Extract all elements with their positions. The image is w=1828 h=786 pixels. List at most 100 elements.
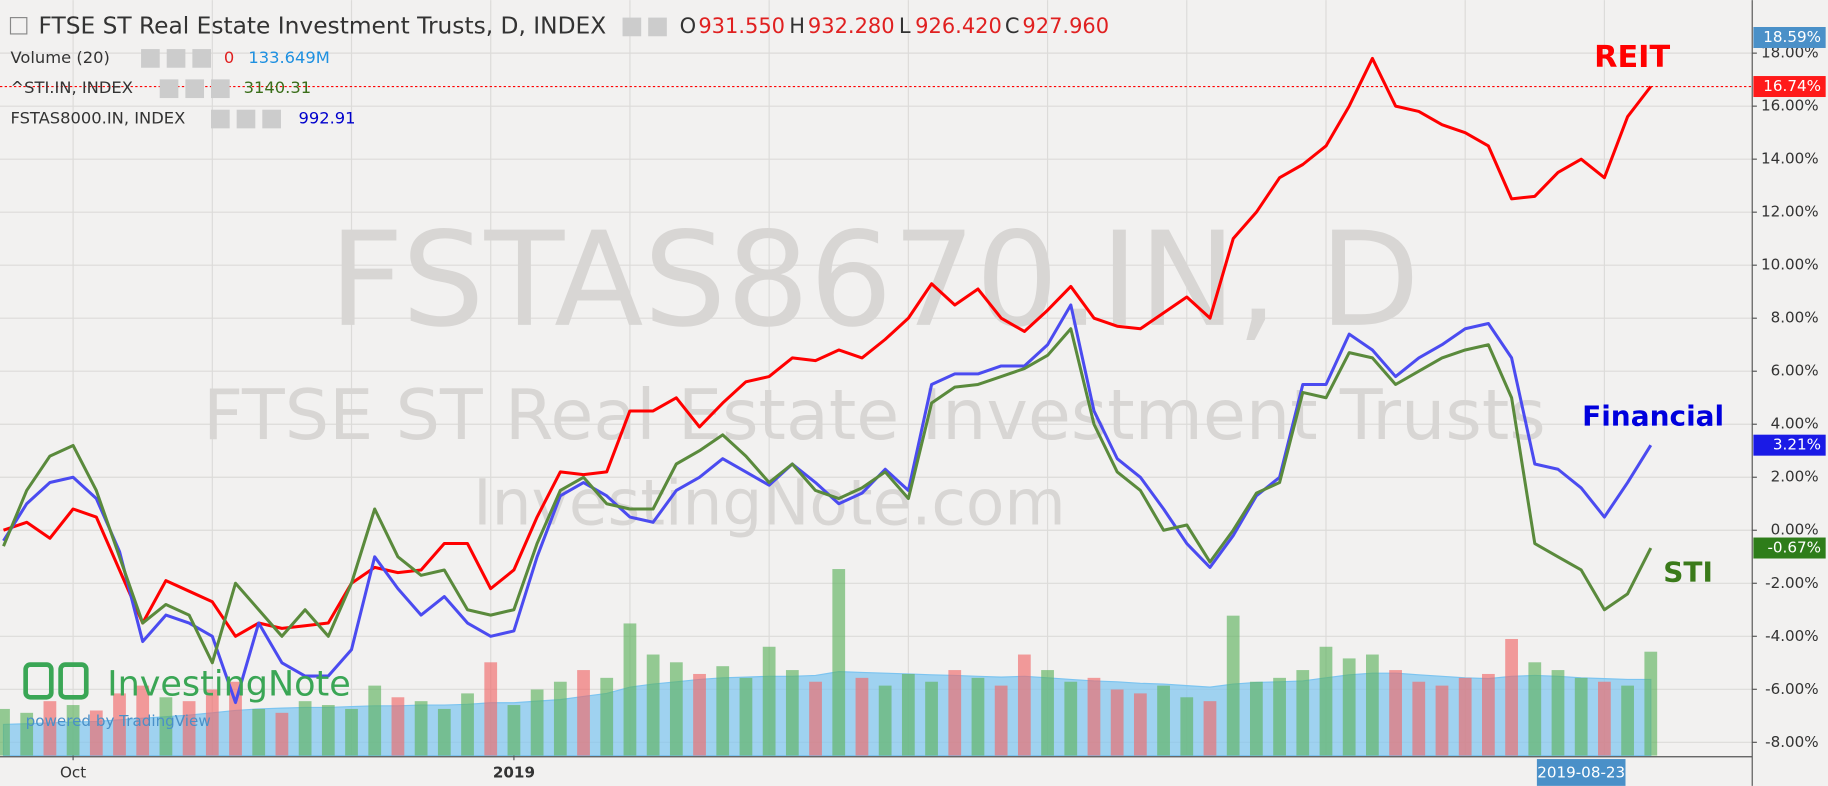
legend-value: 992.91 — [298, 109, 355, 128]
volume-bar — [66, 705, 80, 756]
icon[interactable] — [211, 79, 230, 99]
icon[interactable] — [166, 49, 186, 68]
logo-text: InvestingNote — [107, 665, 350, 705]
ohlc-value: 932.280 — [808, 14, 895, 38]
volume-bar — [646, 654, 660, 756]
ohlc-key: C — [1005, 14, 1020, 38]
volume-bar — [1482, 673, 1495, 756]
y-tick-label: -2.00% — [1765, 574, 1819, 592]
logo-subtext: powered by TradingView — [26, 712, 211, 730]
legend-change: 0 — [224, 48, 234, 67]
y-tick-label: 0.00% — [1771, 521, 1819, 539]
volume-bar — [693, 673, 706, 756]
volume-bar — [1157, 685, 1170, 756]
icon[interactable] — [192, 49, 212, 68]
header: FTSE ST Real Estate Investment Trusts, D… — [9, 12, 1109, 129]
series-annotation: STI — [1663, 556, 1713, 589]
volume-bar — [1226, 615, 1240, 756]
icon[interactable] — [141, 49, 160, 68]
value-tag — [1753, 434, 1826, 456]
legend-name: FSTAS8000.IN, INDEX — [10, 109, 185, 128]
y-tick-label: 2.00% — [1771, 468, 1819, 486]
volume-bar — [159, 697, 173, 756]
volume-bar — [1574, 677, 1588, 756]
volume-bar — [855, 677, 869, 756]
volume-bar — [1110, 689, 1124, 756]
collapse-icon[interactable] — [9, 17, 28, 35]
volume-bar — [1249, 681, 1263, 756]
axes: -8.00% -6.00% -4.00% -2.00% 0.00% 2.00% 4.00% 6… — [60, 27, 1826, 786]
volume-bar — [1458, 677, 1472, 756]
volume-bar — [507, 705, 521, 756]
y-tick-label: 8.00% — [1771, 309, 1819, 327]
volume-bar — [1064, 681, 1078, 756]
volume-bar — [461, 693, 474, 756]
volume-bar — [298, 701, 312, 756]
volume-bar — [368, 685, 382, 756]
y-tick-label: 14.00% — [1761, 150, 1819, 168]
volume-bar — [553, 681, 567, 756]
icon[interactable] — [211, 109, 230, 129]
volume-bar — [252, 708, 266, 756]
volume-bar — [971, 677, 985, 756]
value-tag — [1753, 76, 1826, 98]
y-tick-label: -8.00% — [1765, 733, 1819, 751]
volume-bar — [901, 673, 915, 756]
volume-bar — [1087, 677, 1101, 756]
ohlc-key: L — [899, 14, 911, 38]
volume-bar — [1621, 685, 1634, 756]
volume-bar — [716, 666, 730, 756]
volume-bar — [414, 701, 428, 756]
value-tag-label: -0.67% — [1767, 539, 1821, 557]
volume-bar — [1598, 681, 1611, 756]
volume-bar — [1017, 654, 1031, 756]
x-tick-label: 2019-08-23 — [1537, 764, 1625, 782]
volume-bar — [136, 685, 150, 756]
volume-bar — [878, 685, 892, 756]
x-tick-label: 2019 — [493, 764, 535, 782]
volume-bar — [321, 705, 335, 756]
y-tick-label: 6.00% — [1771, 362, 1819, 380]
volume-bar — [1551, 670, 1565, 756]
volume-bar — [113, 693, 126, 756]
series-line — [3, 56, 1652, 638]
volume-bar — [785, 670, 799, 756]
volume-bar — [1644, 651, 1658, 756]
ohlc-value: 927.960 — [1022, 14, 1109, 38]
watermark-site: InvestingNote.com — [473, 466, 1066, 539]
volume-bar — [182, 701, 196, 756]
volume-bar — [391, 697, 405, 756]
y-tick-label: 10.00% — [1761, 256, 1819, 274]
value-tag-label: 3.21% — [1773, 436, 1821, 454]
watermark-name: FTSE ST Real Estate Investment Trusts — [203, 375, 1546, 456]
series-annotation: REIT — [1594, 40, 1670, 75]
icon[interactable] — [185, 79, 205, 99]
icon[interactable] — [236, 109, 256, 129]
volume-bar — [484, 662, 498, 756]
volume-bar — [1365, 654, 1379, 756]
value-tag-label: 18.59% — [1763, 28, 1821, 46]
legend-name: ^STI.IN, INDEX — [10, 78, 132, 97]
volume-bar — [345, 708, 358, 756]
volume-bar — [229, 681, 242, 756]
volume-bar — [1319, 646, 1333, 756]
ohlc-key: H — [789, 14, 805, 38]
icon[interactable] — [159, 79, 179, 99]
volume-bar — [89, 710, 103, 756]
volume-bar — [1389, 670, 1402, 756]
icon[interactable] — [622, 17, 642, 37]
y-tick-label: 18.00% — [1761, 44, 1819, 62]
series-annotation: Financial — [1582, 399, 1724, 432]
icon[interactable] — [648, 17, 667, 37]
legend-name: Volume (20) — [10, 48, 109, 67]
ohlc-value: 926.420 — [915, 14, 1002, 38]
volume-bar — [809, 681, 822, 756]
volume-bar — [530, 689, 544, 756]
volume-bar — [994, 685, 1008, 756]
volume-bar — [832, 569, 846, 756]
series-line — [2, 327, 1653, 665]
icon[interactable] — [262, 109, 281, 129]
